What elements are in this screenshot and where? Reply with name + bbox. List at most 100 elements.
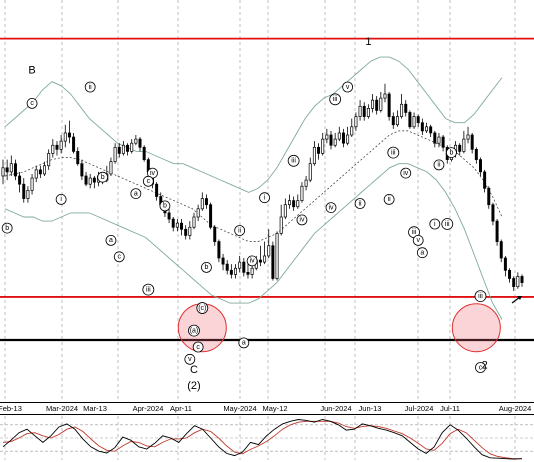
x-tick-label: Jul-11 <box>440 404 460 413</box>
wave-label: v <box>184 353 196 365</box>
bollinger-middle-band <box>4 130 503 242</box>
candle-body-bear <box>512 278 516 288</box>
candle-body-bear <box>67 132 71 138</box>
wave-label-text: iv <box>328 204 334 211</box>
wave-label: b <box>97 171 109 183</box>
candle-body-bear <box>138 138 142 148</box>
candle-body-bear <box>18 175 22 185</box>
wave-label-text: i <box>264 195 266 202</box>
candle-body-bull <box>275 233 279 279</box>
candle <box>88 173 92 189</box>
candle-body-bear <box>341 132 345 144</box>
candle <box>59 135 63 154</box>
candle-body-bear <box>92 177 96 183</box>
candle <box>491 202 495 226</box>
candle-body-bull <box>283 204 287 218</box>
wave-label-circle <box>325 202 337 214</box>
wave-label-circle <box>400 167 412 179</box>
candle <box>412 112 416 129</box>
candle <box>416 114 420 127</box>
wave-label: ii <box>433 159 445 171</box>
candle <box>217 239 221 263</box>
wave-degree-label: (2) <box>187 380 200 392</box>
wave-label-circle <box>105 234 117 246</box>
candle-body-bear <box>213 226 217 242</box>
candle-body-bull <box>130 142 134 152</box>
candle-body-bear <box>520 276 524 283</box>
wave-label-circle <box>192 341 204 353</box>
wave-label: iii <box>474 290 487 303</box>
candle <box>508 268 512 283</box>
wave-label: iii <box>441 218 454 230</box>
candle <box>209 202 213 230</box>
x-axis-date-labels: Feb-13 Mar-2024 Mar-13 Apr-2024 Apr-11 May-20… <box>0 404 531 413</box>
wave-label: iv <box>246 255 258 267</box>
candle-body-bull <box>47 153 51 167</box>
candle <box>43 161 47 176</box>
candle <box>483 169 487 193</box>
highlight-circle <box>451 303 501 353</box>
candle-body-bull <box>9 163 13 173</box>
candle <box>184 225 188 240</box>
candle <box>478 157 482 176</box>
wave-label: a <box>416 247 428 259</box>
x-tick-label: May-12 <box>262 404 287 413</box>
candle <box>67 120 71 144</box>
candle-body-bull <box>333 138 337 146</box>
candle <box>379 91 383 113</box>
candle-body-bull <box>267 245 271 257</box>
candle-body-bull <box>466 134 470 140</box>
wave-label-text: v <box>346 84 350 91</box>
candle <box>304 176 308 191</box>
candle-body-bull <box>121 144 125 154</box>
wave-degree-label: 1 <box>365 36 371 48</box>
projection-arrow <box>511 296 522 304</box>
candle <box>117 143 121 158</box>
candle <box>175 219 179 232</box>
candle-body-bear <box>117 146 121 154</box>
candle-body-bull <box>325 134 329 140</box>
x-tick-label: Apr-11 <box>170 404 192 413</box>
bollinger-lower-band <box>4 163 503 320</box>
wave-label-text: iv <box>150 170 156 177</box>
wave-label-text: b <box>101 174 105 181</box>
candle-body-bull <box>200 198 204 210</box>
candle-body-bull <box>30 177 34 191</box>
candle-body-bear <box>242 261 246 273</box>
candle <box>312 141 316 166</box>
candle <box>487 186 491 209</box>
candle <box>22 178 26 203</box>
wave-label: (a) <box>188 324 200 337</box>
wave-label-circle <box>246 255 258 267</box>
x-tick-label: Mar-2024 <box>46 404 78 413</box>
wave-label-circle <box>475 362 486 373</box>
candle <box>362 102 366 121</box>
wave-label: ii <box>354 198 366 209</box>
candle-body-bear <box>180 222 184 230</box>
candle <box>263 241 267 265</box>
candle <box>474 147 478 164</box>
candle-body-bull <box>196 208 200 218</box>
wave-label-text: a <box>242 340 246 347</box>
candle-body-bear <box>171 218 175 228</box>
wave-label-circle <box>238 337 250 349</box>
candle-body-bull <box>63 132 67 142</box>
candle <box>250 264 254 279</box>
candle-body-bull <box>358 105 362 117</box>
wave-degree-label: 2 <box>482 360 488 372</box>
candle <box>192 212 196 230</box>
candle-body-bull <box>350 126 354 136</box>
candle <box>18 171 22 193</box>
candle <box>9 155 13 176</box>
candle-body-bear <box>225 263 229 271</box>
candle-body-bull <box>1 167 5 177</box>
wave-label-circle <box>416 247 428 259</box>
wave-label: v <box>342 81 354 93</box>
candle <box>229 264 233 279</box>
candle-body-bull <box>412 116 416 128</box>
candle <box>55 141 59 156</box>
wave-label: c <box>475 362 486 373</box>
candle <box>5 159 9 181</box>
candle-body-bull <box>354 116 358 128</box>
candle-body-bear <box>433 132 437 144</box>
